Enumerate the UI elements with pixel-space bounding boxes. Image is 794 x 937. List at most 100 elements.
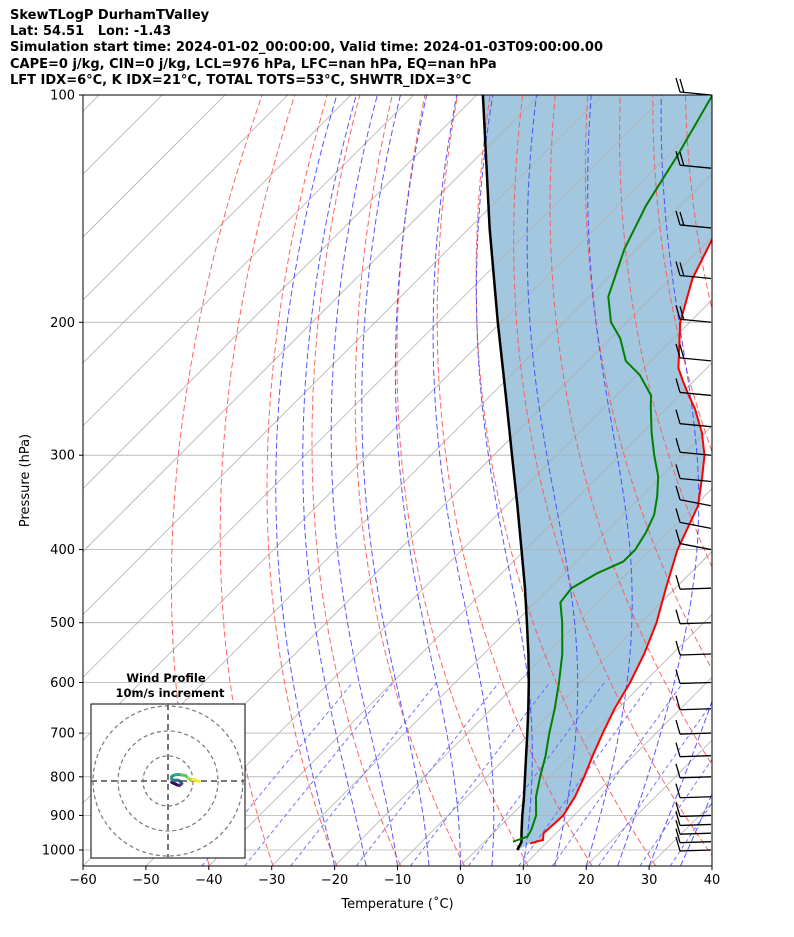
wind-barb-flag xyxy=(675,464,681,479)
moist-adiabat-line xyxy=(330,95,398,866)
y-tick-label: 300 xyxy=(50,449,75,464)
wind-barb-flag xyxy=(675,508,681,523)
isotherm-line xyxy=(83,95,226,238)
isotherm-line xyxy=(83,95,414,427)
wind-barb-staff xyxy=(679,542,712,551)
x-tick-label: 40 xyxy=(704,873,721,888)
isotherm-line xyxy=(145,299,712,866)
wind-barb-staff xyxy=(679,164,712,169)
chart-title: SkewTLogP DurhamTValley xyxy=(10,8,210,23)
wind-barb-flag xyxy=(679,151,685,167)
wind-barb-staff xyxy=(679,477,712,483)
isotherm-line xyxy=(711,865,712,866)
isotherm-line xyxy=(83,95,289,301)
wind-barb-flag xyxy=(679,78,685,94)
wind-barb xyxy=(675,261,712,280)
wind-barb-flag xyxy=(675,343,681,359)
wind-barb-staff xyxy=(679,708,712,711)
wind-barb-staff xyxy=(679,357,712,362)
wind-barb-flag xyxy=(675,409,681,424)
moist-adiabat-line xyxy=(617,95,700,866)
wind-barb-flag xyxy=(675,836,681,852)
isotherm-line xyxy=(83,95,100,112)
wind-barb-staff xyxy=(679,499,712,507)
y-tick-label: 1000 xyxy=(42,844,75,859)
wind-barb xyxy=(675,485,712,507)
wind-barb xyxy=(675,529,712,551)
wind-barb-flag xyxy=(675,77,681,93)
moist-adiabat-line xyxy=(394,95,461,866)
wind-barb xyxy=(675,783,712,799)
mixing-ratio-line xyxy=(244,682,394,866)
wind-barb xyxy=(675,464,712,483)
stability-indices-2: LFT IDX=6°C, K IDX=21°C, TOTAL TOTS=53°C… xyxy=(10,72,472,88)
hodograph-trace-segment xyxy=(194,778,201,783)
wind-barb-staff xyxy=(679,224,712,229)
cape-fill-area xyxy=(482,95,712,850)
hodograph-ring xyxy=(117,730,219,832)
mixing-ratio-line xyxy=(409,682,551,866)
x-axis-label: Temperature (˚C) xyxy=(340,896,453,912)
wind-barb-staff xyxy=(679,318,712,323)
wind-barb-staff xyxy=(679,681,712,685)
wind-barb-flag xyxy=(675,640,681,656)
mixing-ratio-line xyxy=(355,682,500,866)
wind-barb-staff xyxy=(679,755,712,758)
dry-adiabat-line xyxy=(549,95,712,766)
wind-barb-flag xyxy=(679,211,685,227)
wind-barb xyxy=(675,763,712,779)
hodograph-title: Wind Profile xyxy=(126,671,206,685)
wind-barb-flag xyxy=(675,828,681,843)
isotherm-line xyxy=(460,613,712,866)
wind-barb-flag xyxy=(675,574,681,590)
moist-adiabat-line xyxy=(475,95,533,866)
wind-barb-staff xyxy=(679,823,712,827)
y-tick-label: 600 xyxy=(50,676,75,691)
moist-adiabat-line xyxy=(361,95,430,866)
wind-barb-flag xyxy=(675,210,681,226)
wind-barb-staff xyxy=(679,849,712,852)
axes: −60 −50 −40 −30 −20 −10 0 10 20 30 40 100 200 300 400 5… xyxy=(18,89,720,913)
dry-adiabat-line xyxy=(751,95,794,866)
wind-barb-staff xyxy=(679,732,712,735)
wind-barb xyxy=(675,210,712,229)
mixing-ratio-line xyxy=(468,682,605,866)
x-tick-label: −20 xyxy=(321,873,348,888)
wind-barb xyxy=(675,719,712,735)
wind-barb-flag xyxy=(675,150,681,166)
wind-barb-flag xyxy=(675,695,681,710)
wind-barb-flag xyxy=(675,802,681,817)
location-coordinates: Lat: 54.51 Lon: -1.43 xyxy=(10,24,172,40)
wind-barb-staff xyxy=(679,423,712,428)
y-tick-label: 100 xyxy=(50,89,75,104)
wind-barb-flag xyxy=(675,378,681,393)
wind-barb-flag xyxy=(679,262,685,277)
hodograph-subtitle: 10m/s increment xyxy=(116,686,225,700)
stability-indices-1: CAPE=0 j/kg, CIN=0 j/kg, LCL=976 hPa, LF… xyxy=(10,56,497,72)
wind-barb xyxy=(675,742,712,758)
wind-barb xyxy=(675,438,712,456)
x-tick-label: 20 xyxy=(578,873,595,888)
wind-barb-flag xyxy=(675,763,681,779)
x-tick-label: −10 xyxy=(384,873,411,888)
wind-barb xyxy=(675,695,712,711)
moist-adiabat-line xyxy=(302,95,367,866)
wind-barb-flag xyxy=(679,344,685,360)
wind-barb-staff xyxy=(679,391,712,397)
wind-barb xyxy=(675,802,712,818)
wind-barb xyxy=(675,150,712,169)
isotherm-line xyxy=(523,676,712,866)
parcel-profile-line xyxy=(481,95,531,851)
wind-barb-staff xyxy=(679,653,712,656)
wind-barb-staff xyxy=(679,91,712,96)
wind-barb-flag xyxy=(675,529,681,544)
mixing-ratio-line xyxy=(551,682,684,866)
wind-barb-flag xyxy=(675,742,681,757)
wind-barb xyxy=(675,343,712,362)
wind-barb-staff xyxy=(679,796,712,799)
dry-adiabat-line xyxy=(396,95,529,866)
moist-adiabat-line xyxy=(432,95,495,866)
moist-adiabat-line xyxy=(648,699,712,866)
dry-adiabat-line xyxy=(354,95,465,866)
